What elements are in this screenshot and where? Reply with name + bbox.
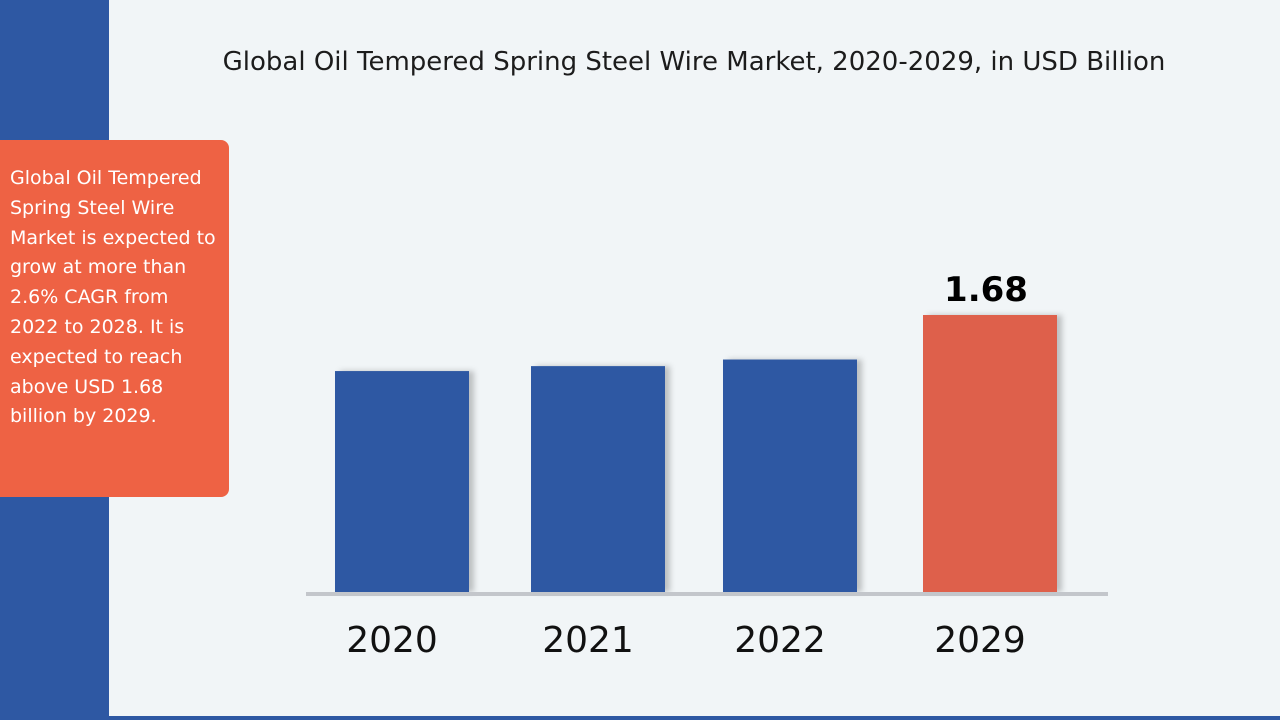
bar-2029 (923, 315, 1057, 592)
chart-title: Global Oil Tempered Spring Steel Wire Ma… (222, 47, 1166, 77)
callout-text: Global Oil Tempered Spring Steel Wire Ma… (10, 167, 216, 428)
x-tick-label-2022: 2022 (734, 620, 826, 661)
x-axis-line (306, 592, 1108, 596)
data-label-2029: 1.68 (944, 270, 1028, 310)
x-tick-label-2021: 2021 (542, 620, 634, 661)
bar-2021 (531, 366, 665, 592)
x-tick-label-2029: 2029 (934, 620, 1026, 661)
x-tick-label-2020: 2020 (346, 620, 438, 661)
bottom-accent-band (0, 716, 1280, 720)
callout-box: Global Oil Tempered Spring Steel Wire Ma… (0, 140, 229, 497)
bar-2020 (335, 371, 469, 592)
bar-2022 (723, 359, 857, 592)
